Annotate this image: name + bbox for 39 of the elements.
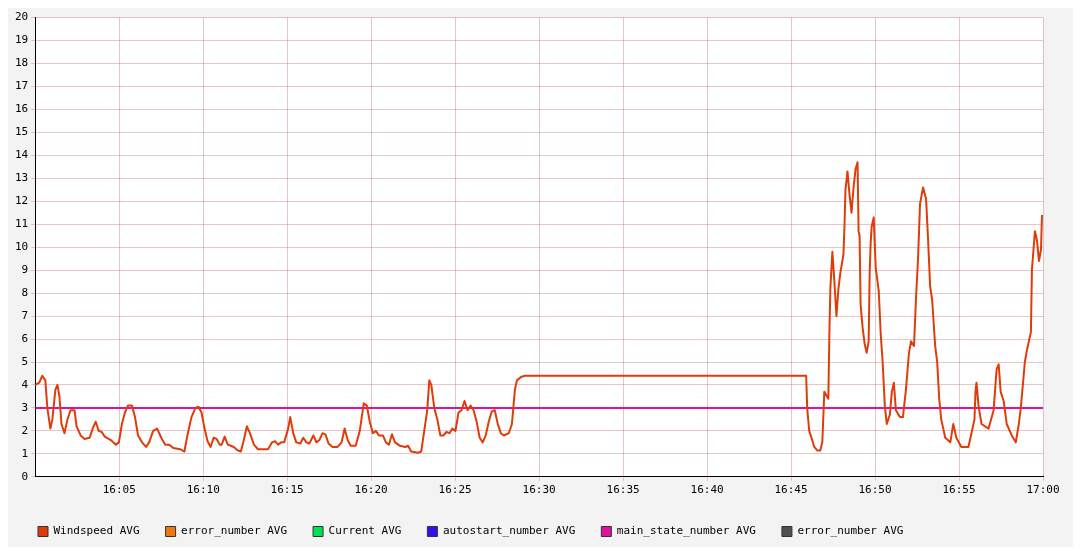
x-tick-label: 16:25 bbox=[438, 483, 472, 497]
x-tick-label: 16:15 bbox=[270, 483, 304, 497]
y-tick-label: 11 bbox=[15, 217, 29, 231]
y-tick-label: 5 bbox=[21, 354, 29, 368]
y-tick-label: 2 bbox=[21, 423, 29, 437]
y-tick-label: 14 bbox=[15, 148, 29, 162]
legend-label: error_number AVG bbox=[181, 524, 288, 538]
y-tick-label: 6 bbox=[21, 331, 29, 345]
y-tick-label: 16 bbox=[15, 102, 29, 116]
legend-label: main_state_number AVG bbox=[616, 524, 756, 538]
legend-label: Windspeed AVG bbox=[53, 524, 140, 538]
y-tick-label: 10 bbox=[15, 240, 29, 254]
y-tick-label: 20 bbox=[15, 10, 29, 24]
y-tick-label: 0 bbox=[21, 469, 29, 483]
legend-label: autostart_number AVG bbox=[442, 524, 576, 538]
x-tick-label: 16:20 bbox=[354, 483, 388, 497]
x-tick-label: 17:00 bbox=[1026, 483, 1060, 497]
y-tick-label: 13 bbox=[15, 171, 29, 185]
y-tick-label: 4 bbox=[21, 377, 29, 391]
legend-label: Current AVG bbox=[328, 524, 402, 538]
y-tick-label: 7 bbox=[21, 308, 29, 322]
x-tick-label: 16:05 bbox=[102, 483, 136, 497]
x-tick-label: 16:35 bbox=[606, 483, 640, 497]
y-tick-label: 18 bbox=[15, 56, 29, 70]
y-tick-label: 15 bbox=[15, 125, 29, 139]
y-tick-label: 3 bbox=[21, 400, 29, 414]
x-tick-label: 16:50 bbox=[858, 483, 892, 497]
y-tick-label: 1 bbox=[21, 446, 29, 460]
x-tick-label: 16:55 bbox=[942, 483, 976, 497]
y-tick-label: 8 bbox=[21, 285, 29, 299]
y-tick-label: 17 bbox=[15, 79, 29, 93]
x-tick-label: 16:45 bbox=[774, 483, 808, 497]
y-tick-label: 9 bbox=[21, 263, 29, 277]
legend-label: error_number AVG bbox=[797, 524, 904, 538]
x-tick-label: 16:40 bbox=[690, 483, 724, 497]
x-tick-label: 16:30 bbox=[522, 483, 556, 497]
y-tick-label: 12 bbox=[15, 194, 29, 208]
y-tick-label: 19 bbox=[15, 33, 29, 47]
x-tick-label: 16:10 bbox=[186, 483, 220, 497]
